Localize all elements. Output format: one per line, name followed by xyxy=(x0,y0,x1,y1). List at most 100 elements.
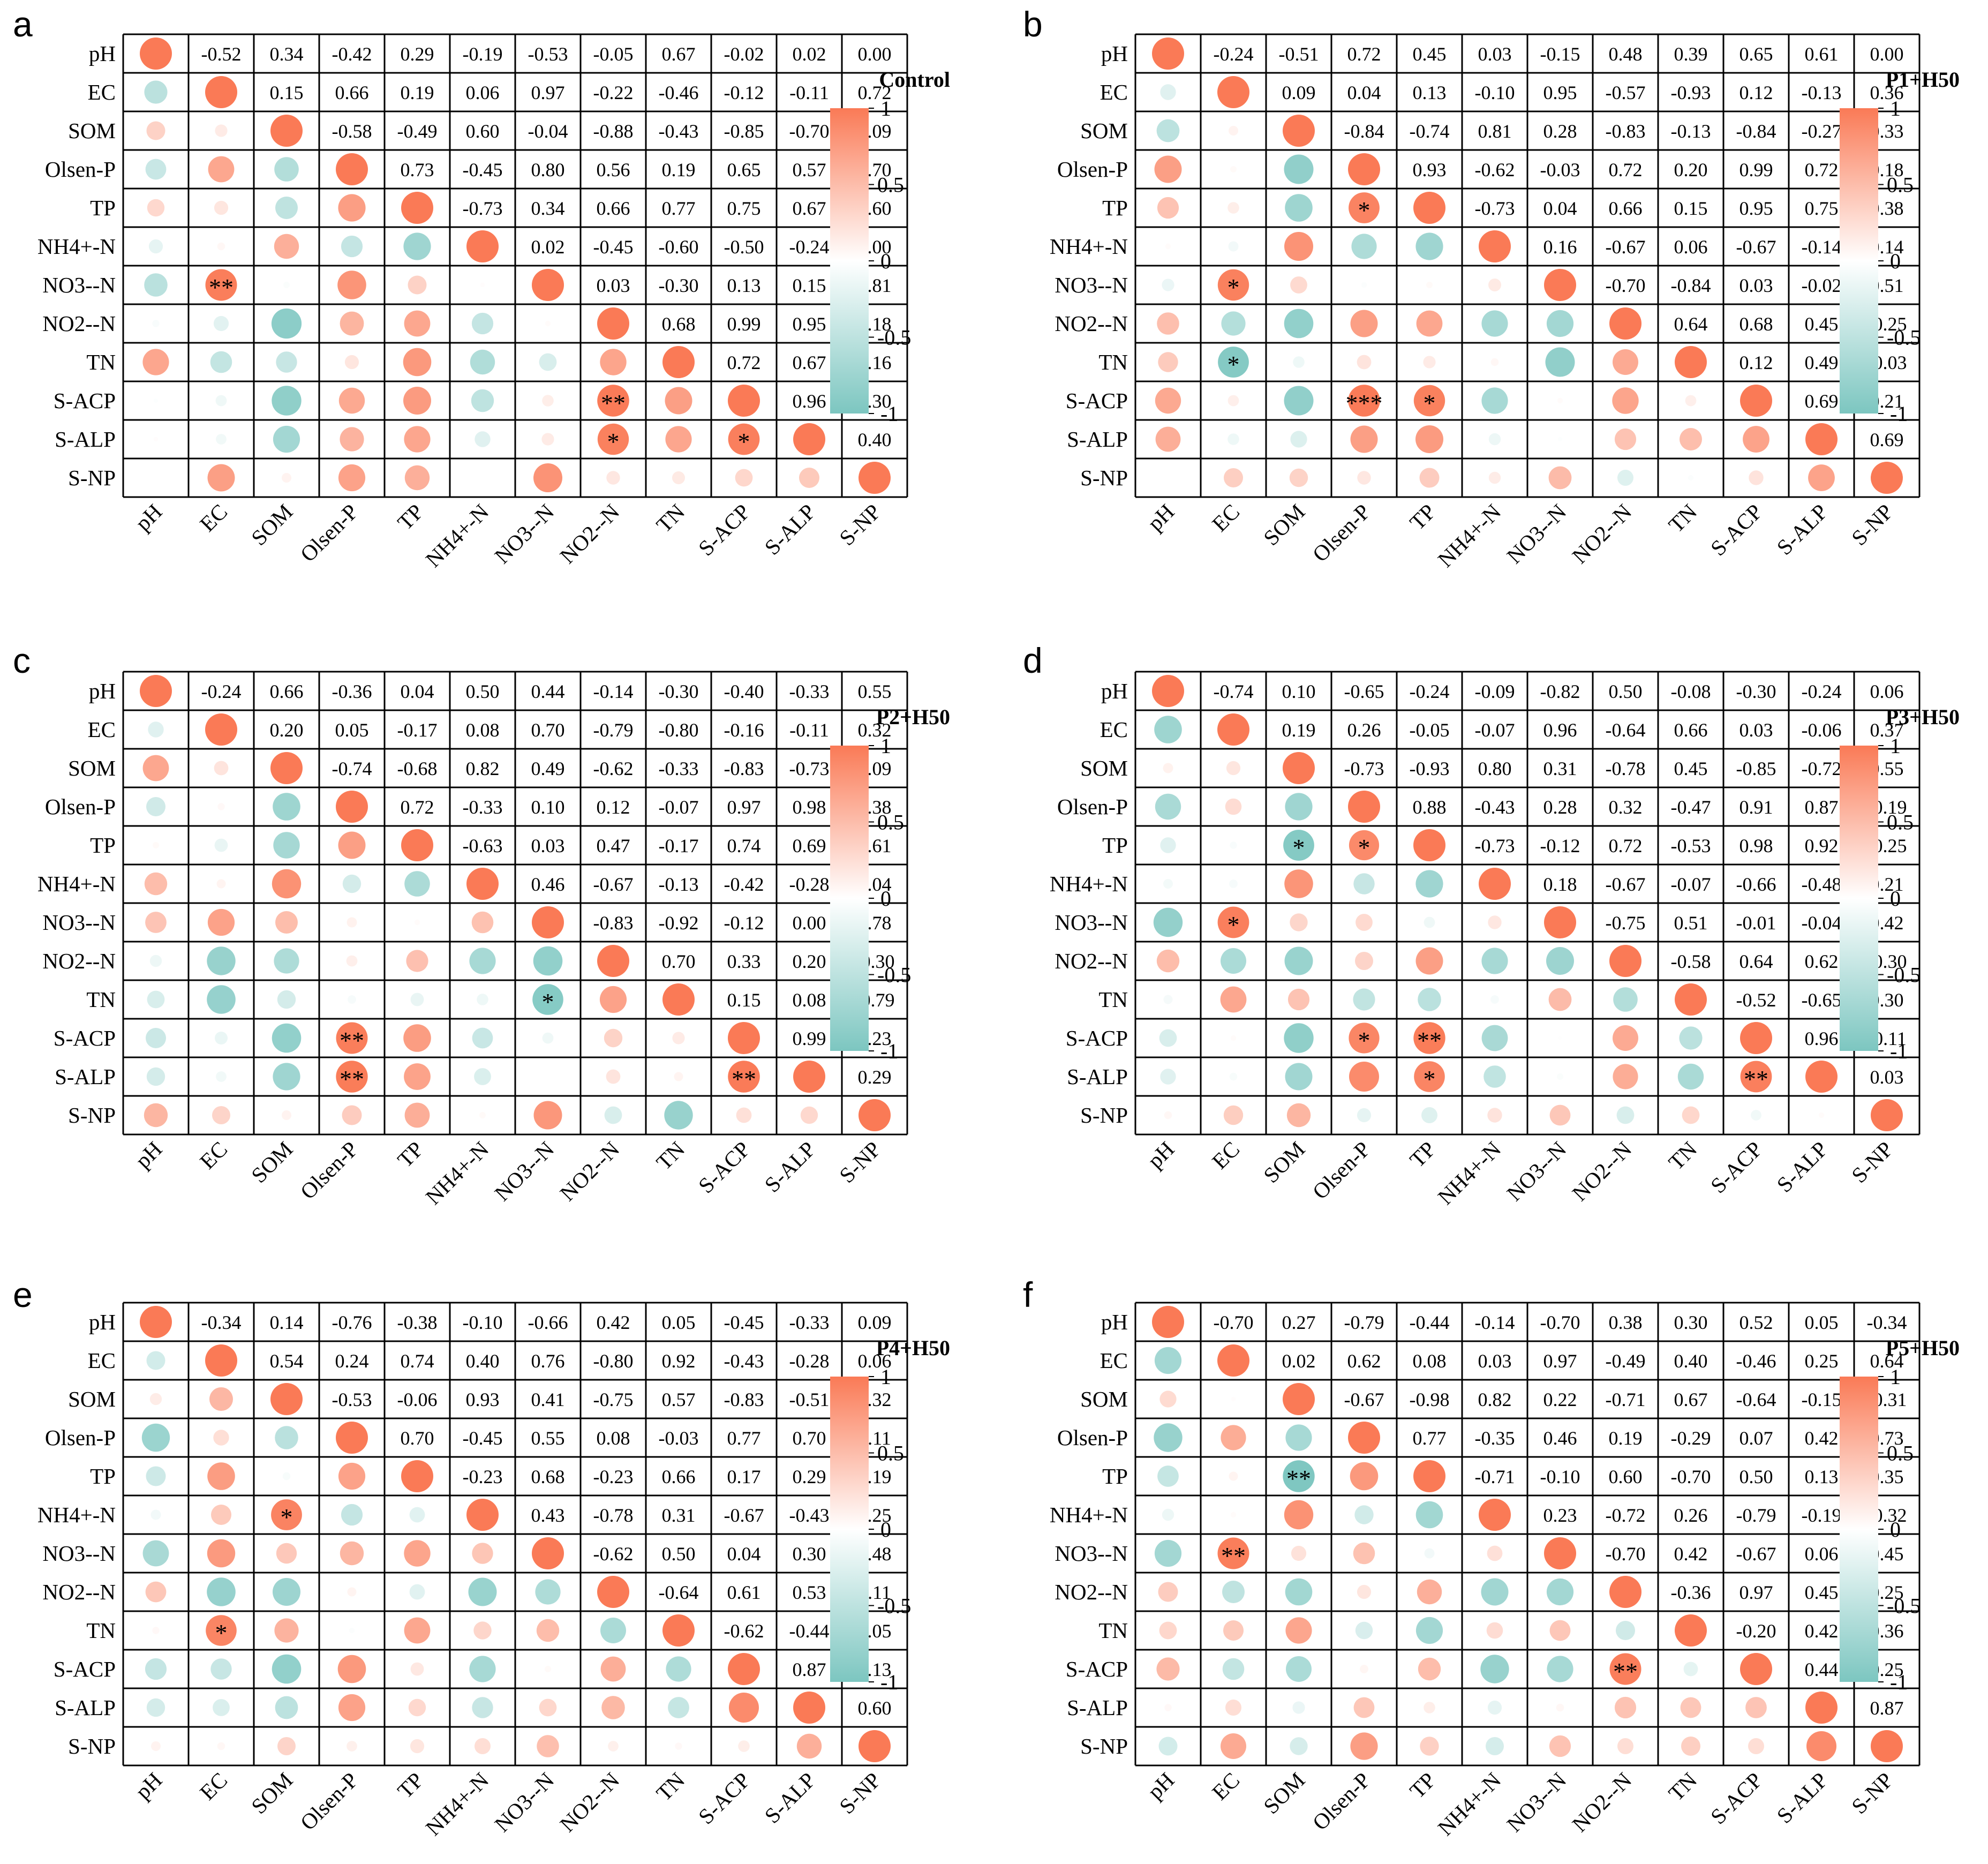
correlation-circle xyxy=(270,752,303,784)
row-label: SOM xyxy=(68,756,116,780)
correlation-value: 0.66 xyxy=(1674,719,1708,741)
correlation-value: -0.49 xyxy=(1606,1350,1646,1372)
correlation-value: -0.04 xyxy=(1802,912,1842,934)
correlation-circle xyxy=(1230,1035,1237,1041)
correlation-circle xyxy=(469,1656,496,1682)
correlation-circle xyxy=(1228,202,1239,214)
correlation-circle xyxy=(338,194,366,222)
correlation-circle xyxy=(1544,906,1576,938)
correlation-circle xyxy=(1354,1505,1374,1524)
correlation-value: -0.24 xyxy=(789,236,830,258)
correlation-value: 0.72 xyxy=(1609,835,1643,856)
column-label: S-ACP xyxy=(1706,499,1767,561)
correlation-circle xyxy=(1349,192,1380,223)
row-label: TP xyxy=(90,1464,116,1489)
correlation-circle xyxy=(1158,1737,1178,1756)
correlation-circle xyxy=(736,1107,752,1123)
correlation-value: 0.00 xyxy=(793,912,826,934)
column-label: NH4+-N xyxy=(421,1137,494,1209)
correlation-value: 0.06 xyxy=(466,82,500,103)
correlation-value: 0.98 xyxy=(1740,835,1773,856)
correlation-circle xyxy=(216,879,226,889)
correlation-circle xyxy=(146,1028,166,1048)
correlation-value: 0.19 xyxy=(662,159,696,181)
correlation-value: 0.82 xyxy=(1478,1389,1512,1410)
correlation-circle xyxy=(1217,269,1249,301)
correlation-value: 0.72 xyxy=(858,82,892,103)
correlation-value: -0.52 xyxy=(201,43,242,65)
correlation-circle xyxy=(147,199,165,217)
correlation-circle xyxy=(1154,1347,1182,1374)
correlation-circle xyxy=(1157,1465,1179,1487)
correlation-value: -0.71 xyxy=(1475,1466,1515,1487)
correlation-circle xyxy=(1743,426,1769,453)
column-label: S-ACP xyxy=(1706,1768,1767,1829)
correlation-circle xyxy=(207,908,235,936)
significance-star: ** xyxy=(1744,1065,1768,1093)
correlation-value: -0.35 xyxy=(1475,1427,1515,1449)
correlation-circle xyxy=(338,1462,366,1490)
correlation-value: 0.13 xyxy=(1413,82,1447,103)
column-label: S-NP xyxy=(1847,499,1897,550)
correlation-circle xyxy=(213,1699,230,1716)
column-label: TP xyxy=(1405,499,1440,535)
correlation-circle xyxy=(205,76,237,108)
correlation-circle xyxy=(1488,279,1501,291)
correlation-circle xyxy=(1421,1107,1437,1123)
correlation-circle xyxy=(1808,464,1835,491)
column-label: pH xyxy=(130,1137,167,1173)
row-label: Olsen-P xyxy=(45,1425,116,1450)
correlation-value: 0.76 xyxy=(531,1350,565,1372)
correlation-value: 0.72 xyxy=(727,352,761,373)
correlation-value: -0.75 xyxy=(1606,912,1646,934)
correlation-circle xyxy=(480,282,485,288)
correlation-circle xyxy=(1349,1023,1380,1054)
correlation-circle xyxy=(336,153,368,185)
correlation-value: 0.14 xyxy=(270,1312,304,1333)
correlation-circle xyxy=(1481,1025,1508,1051)
correlation-value: 0.06 xyxy=(1674,236,1708,258)
row-label: EC xyxy=(1100,1348,1128,1373)
correlation-circle xyxy=(1356,914,1373,931)
correlation-circle xyxy=(153,398,159,403)
correlation-value: 0.70 xyxy=(793,1427,826,1449)
correlation-value: -0.93 xyxy=(1410,758,1450,779)
correlation-circle xyxy=(1156,119,1180,142)
correlation-circle xyxy=(662,1614,695,1647)
correlation-circle xyxy=(1616,1621,1635,1640)
correlation-circle xyxy=(1609,1576,1641,1608)
correlation-value: 0.70 xyxy=(401,1427,434,1449)
correlation-circle xyxy=(336,1022,368,1054)
correlation-circle xyxy=(471,312,494,335)
correlation-circle xyxy=(1481,387,1508,414)
correlation-circle xyxy=(338,831,366,859)
correlation-circle xyxy=(141,1423,170,1452)
correlation-circle xyxy=(533,463,562,492)
correlation-circle xyxy=(1613,349,1638,375)
column-label: S-ALP xyxy=(1772,1768,1832,1828)
row-label: NH4+-N xyxy=(1050,871,1128,896)
correlation-value: 0.10 xyxy=(531,796,565,818)
correlation-circle xyxy=(728,1022,760,1054)
correlation-circle xyxy=(1290,1737,1308,1755)
correlation-circle xyxy=(1349,1062,1379,1092)
correlation-circle xyxy=(1749,470,1764,485)
correlation-value: -0.16 xyxy=(724,719,764,741)
correlation-circle xyxy=(1153,907,1183,937)
legend-tick: 0.5 xyxy=(877,1441,904,1465)
column-label: S-ACP xyxy=(1706,1137,1767,1198)
correlation-value: -0.67 xyxy=(1736,1543,1776,1565)
correlation-circle xyxy=(282,1472,291,1480)
legend-title: P1+H50 xyxy=(1886,67,1960,92)
correlation-value: 0.87 xyxy=(793,1659,826,1680)
correlation-circle xyxy=(796,1733,822,1759)
correlation-value: -0.24 xyxy=(201,681,242,702)
correlation-value: -0.74 xyxy=(332,758,372,779)
correlation-value: 0.23 xyxy=(1543,1505,1577,1526)
correlation-value: -0.19 xyxy=(463,43,503,65)
correlation-value: 0.56 xyxy=(597,159,630,181)
correlation-circle xyxy=(1361,282,1367,288)
correlation-circle xyxy=(1481,310,1508,337)
correlation-circle xyxy=(150,1509,161,1520)
correlation-circle xyxy=(1284,309,1314,339)
